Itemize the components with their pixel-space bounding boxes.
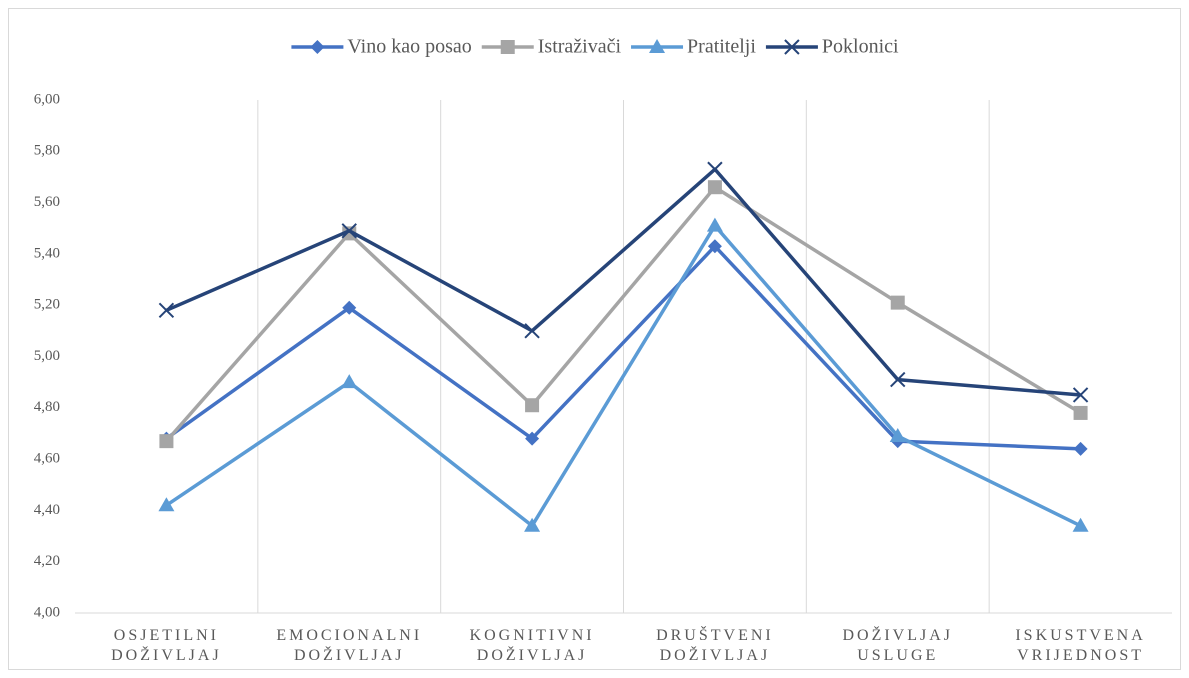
series-line bbox=[165, 244, 1081, 451]
marker bbox=[707, 239, 722, 254]
legend-label: Istraživači bbox=[538, 36, 622, 58]
marker bbox=[889, 428, 906, 443]
x-tick-label: KOGNITIVNI DOŽIVLJAJ bbox=[469, 627, 595, 664]
marker bbox=[525, 431, 540, 446]
legend-label: Vino kao posao bbox=[347, 36, 471, 58]
marker bbox=[310, 40, 325, 54]
marker bbox=[1072, 387, 1089, 403]
marker bbox=[784, 39, 800, 55]
y-tick-label: 5,80 bbox=[34, 143, 60, 159]
legend-label: Poklonici bbox=[822, 36, 899, 58]
chart-border bbox=[8, 8, 1181, 670]
marker bbox=[707, 180, 722, 195]
y-tick-label: 4,00 bbox=[34, 604, 60, 620]
legend-label: Pratitelji bbox=[687, 36, 756, 58]
legend-item: Poklonici bbox=[765, 36, 899, 58]
marker bbox=[342, 226, 357, 241]
x-tick-label: DRUŠTVENI DOŽIVLJAJ bbox=[656, 627, 774, 664]
y-tick-label: 5,60 bbox=[34, 194, 60, 210]
y-tick-label: 6,00 bbox=[34, 91, 60, 107]
y-tick-label: 4,20 bbox=[34, 553, 60, 569]
y-tick-label: 5,00 bbox=[34, 348, 60, 364]
series-line bbox=[165, 167, 1081, 397]
legend-item: Istraživači bbox=[481, 36, 622, 58]
marker bbox=[706, 217, 723, 232]
series-line bbox=[165, 223, 1082, 528]
marker bbox=[159, 434, 174, 449]
legend-item: Vino kao posao bbox=[291, 36, 472, 58]
marker bbox=[341, 223, 357, 239]
marker bbox=[890, 295, 905, 310]
marker bbox=[890, 371, 906, 388]
marker bbox=[342, 300, 357, 315]
y-tick-label: 4,40 bbox=[34, 502, 60, 518]
x-tick-label: DOŽIVLJAJ USLUGE bbox=[842, 627, 954, 664]
marker bbox=[524, 517, 541, 532]
legend-item: Pratitelji bbox=[631, 36, 756, 58]
marker bbox=[524, 323, 540, 339]
marker bbox=[500, 40, 515, 54]
marker bbox=[158, 497, 175, 512]
series-line bbox=[165, 185, 1082, 443]
y-tick-label: 4,80 bbox=[34, 399, 60, 415]
x-tick-label: ISKUSTVENA VRIJEDNOST bbox=[1015, 627, 1146, 664]
x-tick-label: OSJETILNI DOŽIVLJAJ bbox=[111, 627, 222, 664]
marker bbox=[707, 161, 723, 177]
marker bbox=[525, 398, 540, 413]
marker bbox=[158, 302, 175, 319]
x-tick-label: EMOCIONALNI DOŽIVLJAJ bbox=[276, 627, 423, 664]
y-tick-label: 4,60 bbox=[34, 451, 60, 467]
marker bbox=[341, 374, 358, 389]
y-tick-label: 5,20 bbox=[34, 297, 60, 313]
marker bbox=[1073, 405, 1088, 420]
marker bbox=[649, 39, 666, 53]
marker bbox=[1073, 441, 1088, 456]
y-tick-label: 5,40 bbox=[34, 245, 60, 261]
marker bbox=[1072, 517, 1089, 532]
